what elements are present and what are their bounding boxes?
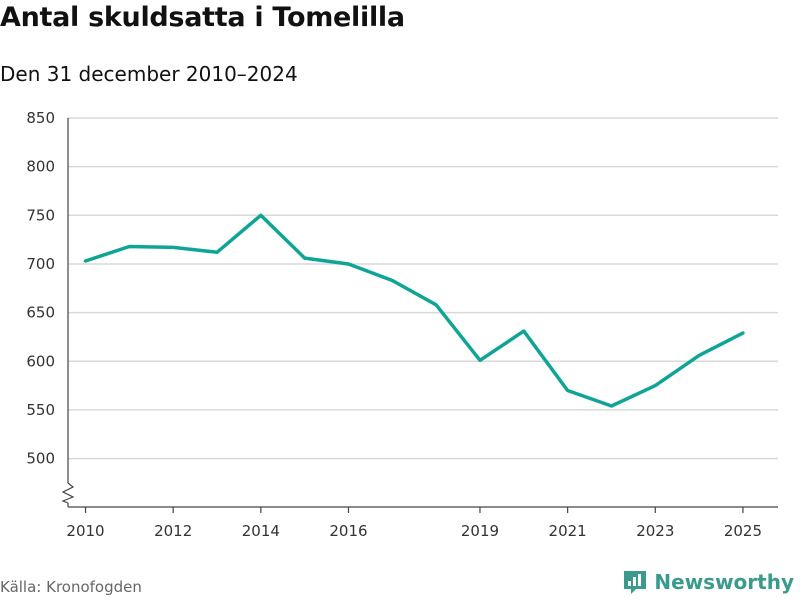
newsworthy-icon: [624, 571, 647, 594]
x-tick-label-2023: 2023: [636, 522, 674, 540]
chart-subtitle: Den 31 december 2010–2024: [0, 62, 298, 86]
x-tick-label-2025: 2025: [724, 522, 762, 540]
newsworthy-logo[interactable]: Newsworthy: [622, 569, 794, 595]
series-line-0: [83, 213, 745, 408]
y-tick-label-700: 700: [26, 255, 55, 273]
y-tick-label-800: 800: [26, 158, 55, 176]
y-tick-label-550: 550: [26, 401, 55, 419]
y-tick-label-600: 600: [26, 352, 55, 370]
axis-break-icon: [61, 482, 75, 504]
source-note: Källa: Kronofogden: [0, 578, 142, 596]
chart-title: Antal skuldsatta i Tomelilla: [0, 2, 405, 33]
y-tick-label-750: 750: [26, 206, 55, 224]
x-tick-label-2012: 2012: [154, 522, 192, 540]
x-tick-label-2019: 2019: [461, 522, 499, 540]
brand-name: Newsworthy: [654, 570, 794, 594]
x-tick-label-2014: 2014: [242, 522, 280, 540]
y-tick-label-850: 850: [26, 109, 55, 127]
x-tick-label-2016: 2016: [329, 522, 367, 540]
y-tick-label-650: 650: [26, 304, 55, 322]
x-tick-label-2021: 2021: [549, 522, 587, 540]
y-tick-label-500: 500: [26, 450, 55, 468]
x-tick-label-2010: 2010: [66, 522, 104, 540]
